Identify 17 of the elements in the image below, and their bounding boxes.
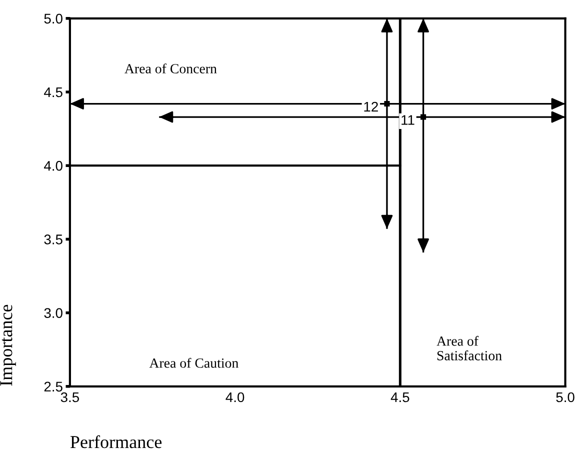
x-tick-label: 4.0 [226, 392, 244, 402]
x-tick-label: 4.5 [390, 392, 410, 402]
y-tick-label: 3.0 [44, 308, 62, 318]
annotation: 11 [402, 115, 414, 125]
y-tick-label: 4.0 [44, 160, 62, 171]
x-tick-label: 5.0 [556, 392, 574, 402]
y-axis-title: Importance [0, 304, 16, 386]
annotation: Area of Satisfaction [436, 336, 502, 360]
annotation: Area of Caution [149, 358, 238, 368]
y-tick-label: 2.5 [44, 382, 62, 392]
annotation: 12 [364, 102, 378, 112]
y-tick-label: 4.5 [44, 87, 62, 98]
y-tick-label: 5.0 [44, 14, 62, 24]
x-tick-label: 3.5 [60, 392, 80, 402]
y-tick-label: 3.5 [44, 234, 62, 244]
annotation: Area of Concern [124, 63, 217, 74]
x-axis-title: Performance [70, 435, 162, 448]
